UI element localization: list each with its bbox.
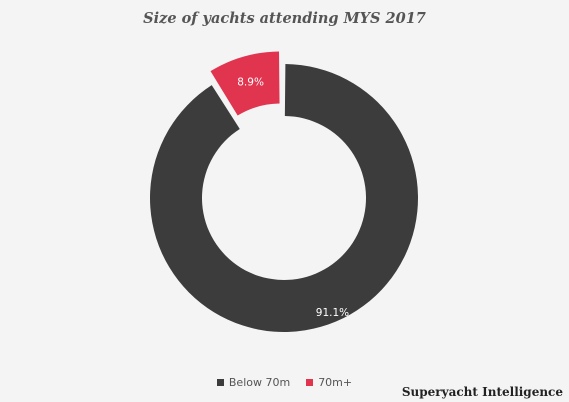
- chart-legend: Below 70m 70m+: [0, 376, 569, 389]
- slice-below-70m[interactable]: [149, 64, 419, 332]
- legend-label-70m-plus: 70m+: [318, 376, 353, 389]
- slice-label-0: 91.1%: [316, 307, 349, 319]
- legend-swatch-below-70m: [216, 379, 224, 386]
- slice-70m[interactable]: [210, 51, 280, 116]
- legend-item-70m-plus[interactable]: 70m+: [306, 376, 352, 389]
- slice-label-1: 8.9%: [237, 77, 264, 89]
- brand-logo: Superyacht Intelligence: [401, 385, 563, 399]
- legend-item-below-70m[interactable]: Below 70m: [216, 376, 291, 389]
- legend-swatch-70m-plus: [306, 379, 314, 386]
- legend-label-below-70m: Below 70m: [228, 376, 291, 389]
- chart-title: Size of yachts attending MYS 2017: [143, 10, 426, 27]
